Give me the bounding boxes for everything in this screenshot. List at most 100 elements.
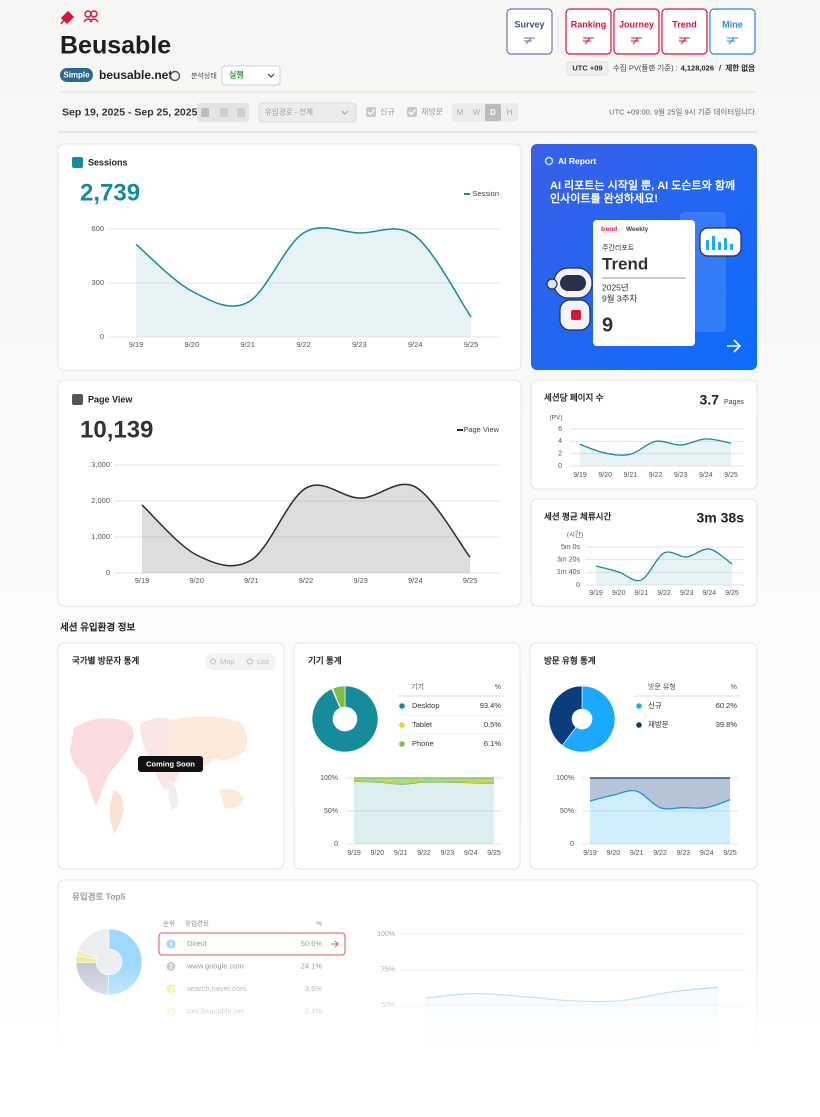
x-tick-label: 9/21: [630, 850, 644, 857]
legend-dot: [399, 703, 405, 709]
legend-label: Session: [472, 189, 499, 198]
robot-ear: [546, 278, 558, 290]
x-tick-label: 9/21: [240, 340, 255, 349]
line: [141, 483, 471, 567]
y-tick-label: 0: [576, 582, 580, 589]
x-tick-label: 9/20: [371, 850, 385, 857]
report-card[interactable]: [593, 220, 695, 346]
x-tick-label: 9/23: [441, 850, 455, 857]
section-title: 세션 유입환경 정보: [60, 622, 135, 634]
pv-value: 4,128,026: [681, 63, 714, 72]
period-button[interactable]: H: [507, 108, 513, 117]
line: [579, 438, 732, 456]
report-year: 2025년: [602, 282, 629, 292]
line: [135, 226, 472, 318]
card-title: 세션 평균 체류시간: [544, 511, 611, 521]
page-view-card: [57, 379, 522, 607]
timezone-badge: [566, 61, 609, 76]
x-tick-label: 9/23: [680, 590, 694, 597]
sessions-icon: [72, 157, 83, 168]
app-title: Beusable: [60, 32, 171, 60]
view-option[interactable]: Map: [220, 657, 235, 666]
period-active: [485, 104, 501, 121]
bubble-bar: [706, 240, 709, 250]
x-tick-label: 9/23: [353, 576, 368, 585]
period-button[interactable]: W: [473, 108, 481, 117]
pie-slice: [332, 685, 346, 709]
axis-label: (시간): [567, 530, 583, 539]
coming-soon-badge: [138, 756, 203, 772]
settings-icon[interactable]: [169, 70, 181, 82]
row-highlight[interactable]: [158, 932, 346, 956]
y-tick-label: 50%: [560, 808, 574, 815]
data-note: UTC +09:00, 9월 25일 9시 기준 데이터입니다.: [609, 106, 757, 116]
view-icon: [247, 658, 253, 665]
x-tick-label: 9/20: [607, 850, 621, 857]
legend-label: Page View: [463, 425, 499, 434]
legend-dot: [636, 703, 642, 709]
bubble-bar: [724, 238, 727, 250]
x-tick-label: 9/22: [653, 850, 667, 857]
checkbox[interactable]: [407, 107, 417, 117]
x-tick-label: 9/19: [129, 340, 144, 349]
period-button[interactable]: D: [490, 108, 496, 117]
filter-label: 신규: [380, 108, 395, 117]
nav-button[interactable]: [613, 8, 660, 55]
nav-icon: [524, 37, 535, 45]
nav-button[interactable]: [661, 8, 708, 55]
ai-arrow[interactable]: [727, 339, 742, 353]
source-select[interactable]: [258, 102, 357, 123]
column-header: %: [495, 684, 501, 691]
x-tick-label: 9/24: [703, 590, 717, 597]
x-tick-label: 9/22: [417, 850, 431, 857]
coming-soon: Coming Soon: [146, 759, 195, 768]
share-label: 50.6%: [301, 939, 323, 948]
bottom-fade: [0, 965, 820, 1045]
share-label: 6.1%: [484, 739, 501, 748]
stacked-area: [354, 778, 494, 784]
column-header: %: [731, 684, 737, 691]
stacked-line: [589, 790, 731, 810]
nav-button[interactable]: [565, 8, 612, 55]
line: [595, 548, 733, 582]
period-button[interactable]: M: [457, 108, 464, 117]
column-header: 유입경로: [185, 919, 209, 928]
share-label: 0.5%: [484, 720, 501, 729]
y-tick-label: 5m 0s: [561, 544, 581, 551]
checkbox[interactable]: [366, 107, 376, 117]
x-tick-label: 9/21: [394, 850, 408, 857]
select-caret: [341, 110, 349, 115]
ai-headline: 인사이트를 완성하세요!: [550, 191, 658, 205]
nav-button[interactable]: [506, 8, 553, 55]
plan-badge: [60, 68, 93, 82]
date-range: Sep 19, 2025 - Sep 25, 2025: [62, 106, 198, 118]
nav-label: Ranking: [571, 19, 607, 29]
x-tick-label: 9/20: [612, 590, 626, 597]
source-select-label: 유입경로 - 전체: [265, 106, 313, 116]
separator: /: [719, 63, 722, 72]
x-tick-label: 9/25: [724, 472, 738, 479]
nav-button[interactable]: [709, 8, 756, 55]
bubble-bar: [712, 236, 715, 250]
x-tick-label: 9/23: [352, 340, 367, 349]
status-select[interactable]: [221, 65, 281, 86]
legend-dot: [399, 741, 405, 747]
card-title: 세션당 페이지 수: [544, 392, 604, 402]
nav-icon: [631, 37, 642, 45]
rank-dot: [166, 939, 176, 949]
pages-card: [530, 379, 758, 490]
kpi-value: 3m 38s: [697, 510, 745, 526]
x-tick-label: 9/19: [135, 576, 150, 585]
legend-label: Desktop: [412, 701, 440, 710]
rank: 1: [169, 942, 173, 948]
check: [408, 109, 417, 116]
ai-icon: [544, 156, 554, 166]
card-title: Sessions: [88, 157, 128, 167]
view-option[interactable]: List: [257, 657, 270, 666]
area: [596, 548, 732, 585]
x-tick-label: 9/19: [589, 590, 603, 597]
y-tick-label: 100%: [320, 775, 338, 782]
stacked-area: [590, 790, 730, 844]
area: [142, 484, 470, 573]
